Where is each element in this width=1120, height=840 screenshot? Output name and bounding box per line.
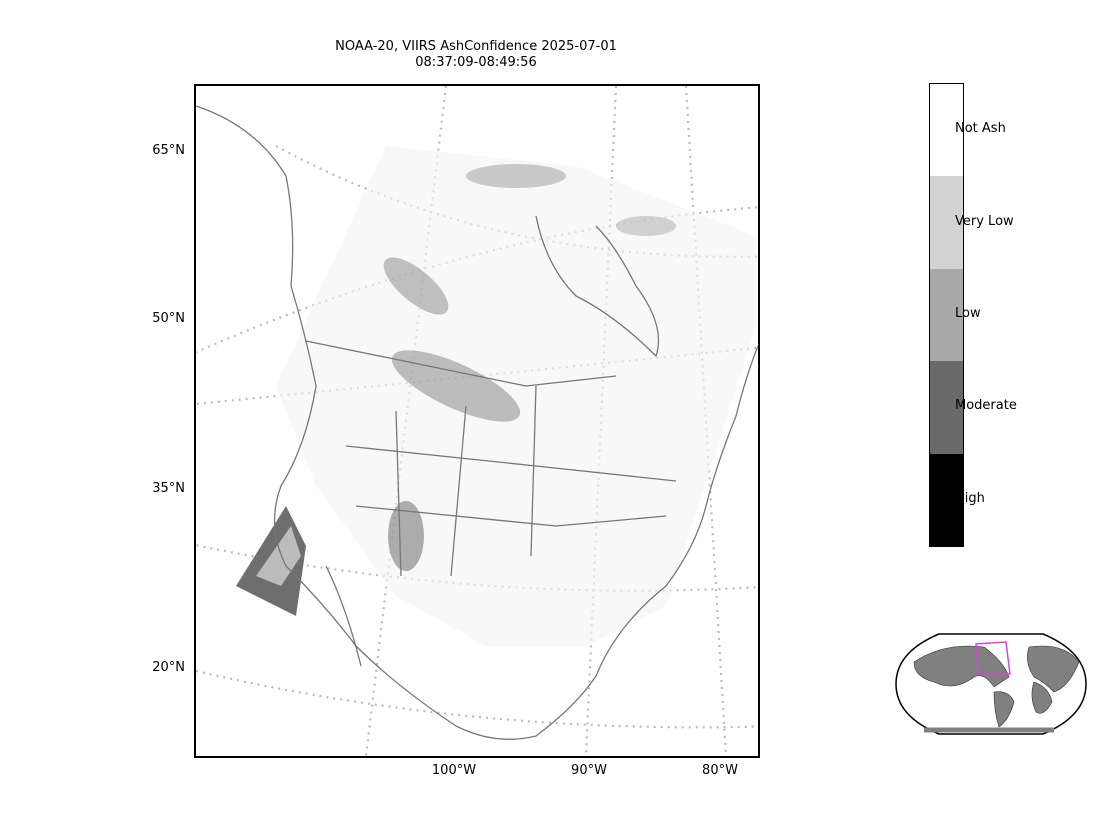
- ash-swath: [236, 146, 756, 646]
- colorbar-segment-not-ash: [930, 84, 963, 177]
- parallel-60n: [196, 206, 758, 354]
- colorbar-label-not-ash: Not Ash: [955, 121, 1006, 136]
- locator-south-america: [993, 691, 1015, 728]
- colorbar: [929, 83, 964, 547]
- map-title: NOAA-20, VIIRS AshConfidence 2025-07-01 …: [194, 39, 758, 71]
- title-line-2: 08:37:09-08:49:56: [415, 55, 537, 70]
- title-line-1: NOAA-20, VIIRS AshConfidence 2025-07-01: [335, 39, 617, 54]
- map-canvas: [196, 86, 758, 756]
- locator-north-america: [913, 645, 1010, 688]
- colorbar-segment-very-low: [930, 176, 963, 269]
- locator-extent-box: [975, 641, 1011, 675]
- colorbar-label-low: Low: [955, 306, 981, 321]
- lat-label-65n: 65°N: [152, 143, 185, 158]
- lon-label-80w: 80°W: [702, 763, 738, 778]
- colorbar-label-very-low: Very Low: [955, 214, 1014, 229]
- locator-africa: [1031, 681, 1053, 714]
- colorbar-label-high: High: [955, 491, 985, 506]
- lat-label-35n: 35°N: [152, 481, 185, 496]
- locator-globe: [895, 633, 1087, 735]
- map-panel[interactable]: [194, 84, 760, 758]
- colorbar-segment-low: [930, 268, 963, 362]
- coastlines: [196, 105, 758, 740]
- colorbar-label-moderate: Moderate: [955, 398, 1017, 413]
- locator-eurasia: [1027, 645, 1080, 693]
- colorbar-segment-moderate: [930, 361, 963, 454]
- lon-label-90w: 90°W: [571, 763, 607, 778]
- colorbar-segment-high: [930, 453, 963, 546]
- lat-label-50n: 50°N: [152, 311, 185, 326]
- parallel-20n: [196, 669, 758, 729]
- locator-map: [894, 632, 1088, 736]
- lat-label-20n: 20°N: [152, 660, 185, 675]
- lon-label-100w: 100°W: [431, 763, 477, 778]
